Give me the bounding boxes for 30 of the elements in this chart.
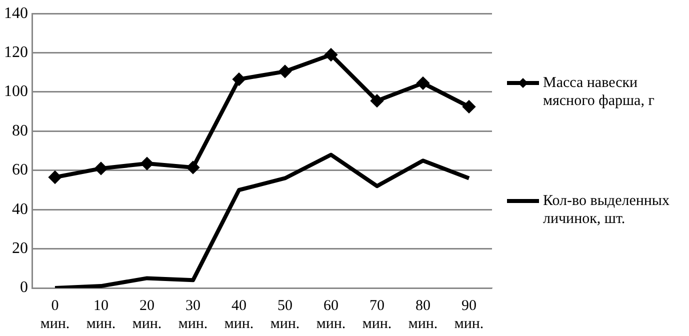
y-tick-label: 60 xyxy=(12,162,28,179)
point xyxy=(49,171,61,184)
y-tick-label: 40 xyxy=(12,200,28,218)
x-tick-label: 20 мин. xyxy=(132,298,162,332)
x-tick-label: 70 мин. xyxy=(362,298,392,332)
x-tick-label: 60 мин. xyxy=(316,298,346,332)
x-tick-label: 50 мин. xyxy=(270,298,300,332)
point xyxy=(141,158,153,170)
y-tick-label: 140 xyxy=(4,4,28,22)
x-tick-label: 10 мин. xyxy=(86,298,116,332)
point xyxy=(325,48,337,61)
point xyxy=(279,65,291,78)
point xyxy=(463,100,475,113)
point xyxy=(417,77,429,90)
point xyxy=(187,161,199,174)
y-tick-label: 20 xyxy=(12,240,28,258)
x-tick-label: 30 мин. xyxy=(178,298,208,332)
y-tick-label: 100 xyxy=(4,83,28,100)
x-tick-label: 80 мин. xyxy=(408,298,438,332)
point xyxy=(95,162,107,174)
x-tick-label: 0 мин. xyxy=(40,298,70,332)
x-tick-label: 90 мин. xyxy=(454,298,484,332)
x-tick-label: 40 мин. xyxy=(224,298,254,332)
legend-label: Масса навески мясного фарша, г xyxy=(543,74,656,110)
legend-label: Кол-во выделенных личинок, шт. xyxy=(543,192,670,228)
y-tick-label: 80 xyxy=(12,122,28,140)
point xyxy=(233,73,245,86)
y-tick-label: 0 xyxy=(20,279,28,296)
point xyxy=(371,94,383,107)
y-tick-label: 120 xyxy=(4,44,28,62)
